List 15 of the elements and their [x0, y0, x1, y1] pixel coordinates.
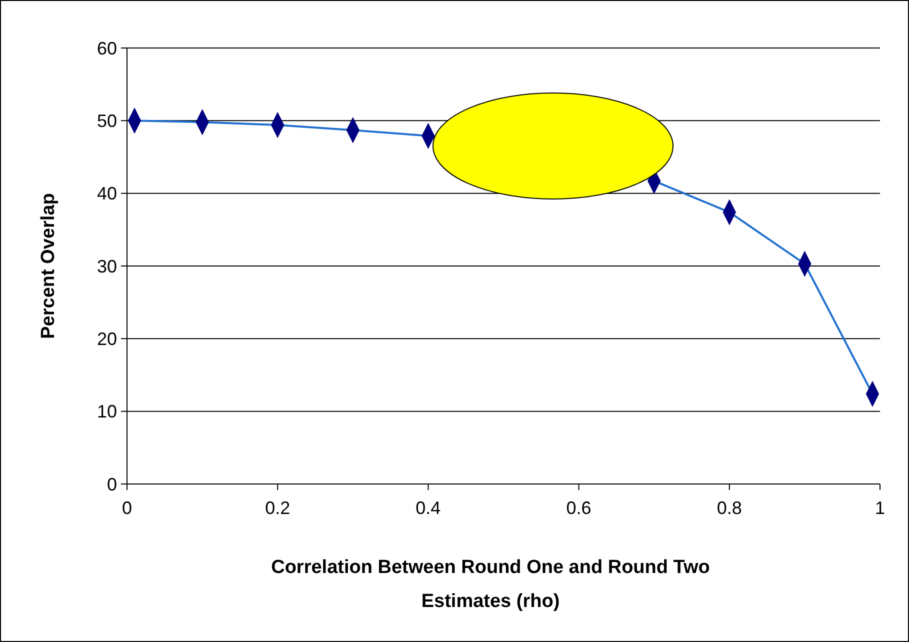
x-tick-label: 0.8 [716, 498, 742, 518]
x-tick-label: 0.6 [566, 498, 592, 518]
y-tick-label: 20 [96, 328, 117, 349]
y-tick-label: 0 [106, 474, 117, 494]
y-tick-label: 40 [96, 184, 117, 204]
x-tick-label: 1 [874, 498, 886, 518]
y-tick-label: 50 [96, 110, 117, 131]
y-tick-label: 10 [96, 402, 117, 422]
y-tick-label: 30 [96, 256, 117, 276]
y-axis-title: Percent Overlap [38, 193, 59, 339]
y-tick-label: 60 [96, 38, 117, 58]
x-tick-label: 0.2 [265, 498, 290, 518]
x-tick-label: 0 [122, 498, 132, 518]
x-axis-title: Correlation Between Round One and Round Two Estimates (rho) [271, 557, 710, 612]
x-tick-label: 0.4 [416, 498, 441, 518]
